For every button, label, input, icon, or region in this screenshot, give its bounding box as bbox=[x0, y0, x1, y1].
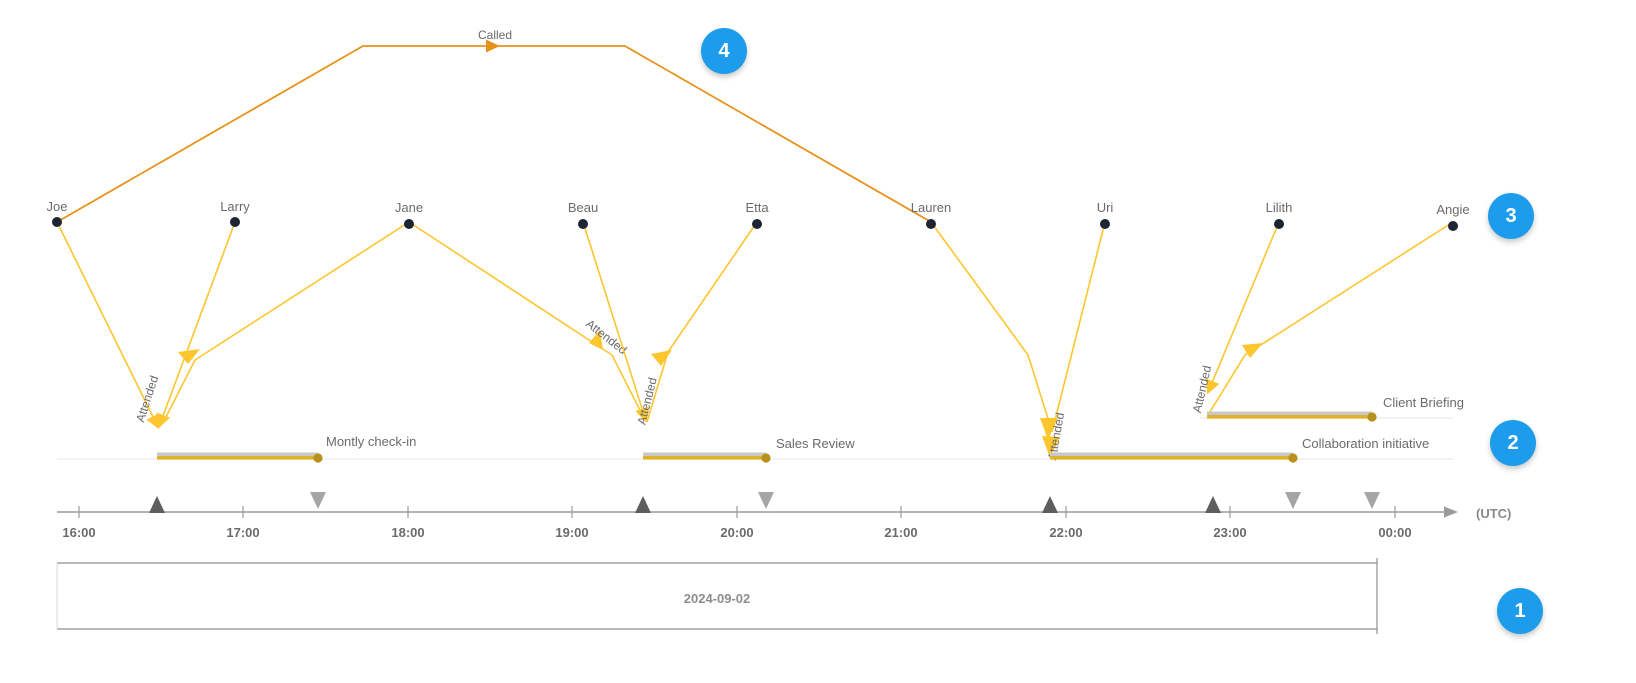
event-bar-sales-review[interactable]: Sales Review bbox=[643, 436, 855, 463]
person-label: Larry bbox=[220, 199, 250, 214]
event-label: Collaboration initiative bbox=[1302, 436, 1429, 451]
axis-tick-label: 16:00 bbox=[62, 525, 95, 540]
callout-badge-1[interactable]: 1 bbox=[1497, 588, 1543, 634]
event-start-markers bbox=[149, 496, 1221, 513]
timezone-label: (UTC) bbox=[1476, 506, 1511, 521]
time-axis[interactable]: 16:00 17:00 18:00 19:00 20:00 21:00 22:0… bbox=[57, 492, 1511, 540]
person-node-joe[interactable]: Joe bbox=[47, 199, 68, 227]
person-node-beau[interactable]: Beau bbox=[568, 200, 598, 229]
person-node-uri[interactable]: Uri bbox=[1097, 200, 1114, 229]
attended-edges-cluster-3: Attended bbox=[930, 221, 1106, 461]
attended-edge-label: Attended bbox=[1190, 364, 1214, 414]
event-bar-client-briefing[interactable]: Client Briefing bbox=[1207, 395, 1464, 422]
attended-edge-label: Attended bbox=[635, 376, 660, 426]
person-label: Etta bbox=[745, 200, 769, 215]
callout-number: 2 bbox=[1507, 431, 1519, 454]
callout-number: 1 bbox=[1514, 599, 1526, 622]
person-label: Angie bbox=[1436, 202, 1469, 217]
person-label: Lauren bbox=[911, 200, 951, 215]
date-band[interactable]: 2024-09-02 bbox=[56, 558, 1378, 634]
axis-tick-label: 22:00 bbox=[1049, 525, 1082, 540]
called-arrowhead bbox=[486, 39, 500, 53]
axis-tick-label: 20:00 bbox=[720, 525, 753, 540]
axis-arrow-icon bbox=[1444, 506, 1458, 518]
axis-tick-label: 00:00 bbox=[1378, 525, 1411, 540]
event-bar-collaboration-initiative[interactable]: Collaboration initiative bbox=[1050, 436, 1429, 463]
called-edge-label: Called bbox=[478, 28, 512, 42]
person-node-jane[interactable]: Jane bbox=[395, 200, 423, 229]
person-node-lauren[interactable]: Lauren bbox=[911, 200, 951, 229]
attended-edges-cluster-1: Attended bbox=[56, 221, 410, 430]
attended-edges-cluster-4: Attended bbox=[1190, 221, 1454, 416]
event-bar-montly-check-in[interactable]: Montly check-in bbox=[157, 434, 416, 463]
date-label: 2024-09-02 bbox=[684, 591, 751, 606]
callout-badge-3[interactable]: 3 bbox=[1488, 193, 1534, 239]
person-label: Beau bbox=[568, 200, 598, 215]
person-node-larry[interactable]: Larry bbox=[220, 199, 250, 227]
person-label: Lilith bbox=[1266, 200, 1293, 215]
axis-tick-label: 17:00 bbox=[226, 525, 259, 540]
attended-edges-cluster-2: Attended Attended bbox=[408, 221, 758, 426]
person-node-etta[interactable]: Etta bbox=[745, 200, 769, 229]
person-label: Jane bbox=[395, 200, 423, 215]
callout-number: 3 bbox=[1505, 204, 1517, 227]
callout-badge-2[interactable]: 2 bbox=[1490, 420, 1536, 466]
event-end-markers bbox=[310, 492, 1380, 509]
axis-tick-label: 23:00 bbox=[1213, 525, 1246, 540]
axis-tick-label: 21:00 bbox=[884, 525, 917, 540]
axis-tick-label: 18:00 bbox=[391, 525, 424, 540]
called-edge: Called bbox=[56, 28, 932, 223]
event-label: Client Briefing bbox=[1383, 395, 1464, 410]
event-label: Montly check-in bbox=[326, 434, 416, 449]
person-node-lilith[interactable]: Lilith bbox=[1266, 200, 1293, 229]
event-label: Sales Review bbox=[776, 436, 855, 451]
person-node-angie[interactable]: Angie bbox=[1436, 202, 1470, 231]
axis-tick-label: 19:00 bbox=[555, 525, 588, 540]
person-label: Uri bbox=[1097, 200, 1114, 215]
attended-edge-label: Attended bbox=[133, 374, 161, 424]
person-label: Joe bbox=[47, 199, 68, 214]
callout-number: 4 bbox=[718, 39, 730, 62]
callout-badge-4[interactable]: 4 bbox=[701, 28, 747, 74]
